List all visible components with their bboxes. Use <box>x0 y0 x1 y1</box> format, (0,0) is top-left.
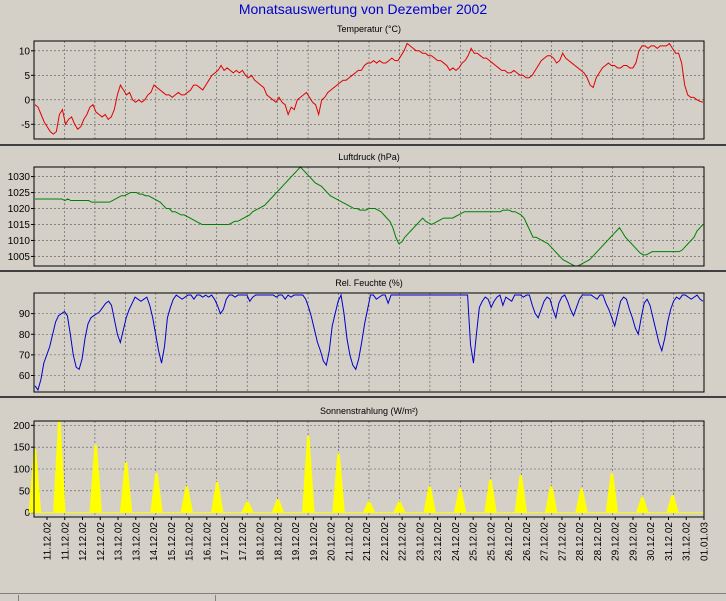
x-tick-label: 12.12.02 <box>78 522 89 561</box>
x-tick-label: 25.12.02 <box>486 522 497 561</box>
x-tick-label: 30.12.02 <box>646 522 657 561</box>
x-tick-label: 23.12.02 <box>415 522 426 561</box>
x-tick-label: 29.12.02 <box>629 522 640 561</box>
y-tick-label: 1010 <box>8 236 31 247</box>
y-tick-label: 60 <box>19 371 31 382</box>
y-tick-label: 1030 <box>8 172 31 183</box>
x-tick-label: 18.12.02 <box>273 522 284 561</box>
x-tick-label: 12.12.02 <box>96 522 107 561</box>
x-tick-label: 26.12.02 <box>504 522 515 561</box>
x-tick-label: 28.12.02 <box>593 522 604 561</box>
y-tick-label: 1005 <box>8 252 31 263</box>
x-tick-label: 23.12.02 <box>433 522 444 561</box>
x-tick-label: 17.12.02 <box>238 522 249 561</box>
y-tick-label: 80 <box>19 330 31 341</box>
x-tick-label: 28.12.02 <box>575 522 586 561</box>
x-tick-label: 20.12.02 <box>327 522 338 561</box>
y-tick-label: 5 <box>24 71 30 82</box>
y-tick-label: 100 <box>13 465 30 476</box>
x-tick-label: 18.12.02 <box>256 522 267 561</box>
status-bar-divider <box>18 595 19 601</box>
y-tick-label: 10 <box>19 46 31 57</box>
y-tick-label: 1025 <box>8 188 31 199</box>
x-tick-label: 01.01.03 <box>700 522 711 561</box>
x-tick-label: 13.12.02 <box>114 522 125 561</box>
panel-title: Rel. Feuchte (%) <box>335 278 403 288</box>
y-tick-label: 1020 <box>8 204 31 215</box>
x-tick-label: 25.12.02 <box>469 522 480 561</box>
x-tick-label: 21.12.02 <box>344 522 355 561</box>
x-tick-label: 22.12.02 <box>380 522 391 561</box>
y-tick-label: 200 <box>13 421 30 432</box>
x-tick-label: 16.12.02 <box>202 522 213 561</box>
x-tick-label: 15.12.02 <box>185 522 196 561</box>
panel-title: Luftdruck (hPa) <box>338 152 400 162</box>
y-tick-label: 90 <box>19 309 31 320</box>
status-bar-divider <box>215 595 216 601</box>
panel-title: Sonnenstrahlung (W/m²) <box>320 406 418 416</box>
y-tick-label: 150 <box>13 443 30 454</box>
x-tick-label: 15.12.02 <box>167 522 178 561</box>
x-tick-label: 19.12.02 <box>309 522 320 561</box>
x-tick-label: 13.12.02 <box>131 522 142 561</box>
x-tick-label: 22.12.02 <box>398 522 409 561</box>
y-tick-label: 50 <box>19 486 31 497</box>
x-tick-label: 27.12.02 <box>540 522 551 561</box>
x-tick-label: 21.12.02 <box>362 522 373 561</box>
x-tick-label: 31.12.02 <box>664 522 675 561</box>
x-tick-label: 17.12.02 <box>220 522 231 561</box>
x-tick-label: 31.12.02 <box>682 522 693 561</box>
y-tick-label: 70 <box>19 350 31 361</box>
y-tick-label: 0 <box>24 95 30 106</box>
x-tick-label: 24.12.02 <box>451 522 462 561</box>
x-tick-label: 14.12.02 <box>149 522 160 561</box>
x-tick-label: 29.12.02 <box>611 522 622 561</box>
panel-title: Temperatur (°C) <box>337 24 401 34</box>
y-tick-label: 1015 <box>8 220 31 231</box>
y-tick-label: -5 <box>21 120 30 131</box>
x-tick-label: 11.12.02 <box>60 522 71 561</box>
x-tick-label: 19.12.02 <box>291 522 302 561</box>
x-tick-label: 27.12.02 <box>557 522 568 561</box>
x-tick-label: 11.12.02 <box>43 522 54 561</box>
x-tick-label: 26.12.02 <box>522 522 533 561</box>
